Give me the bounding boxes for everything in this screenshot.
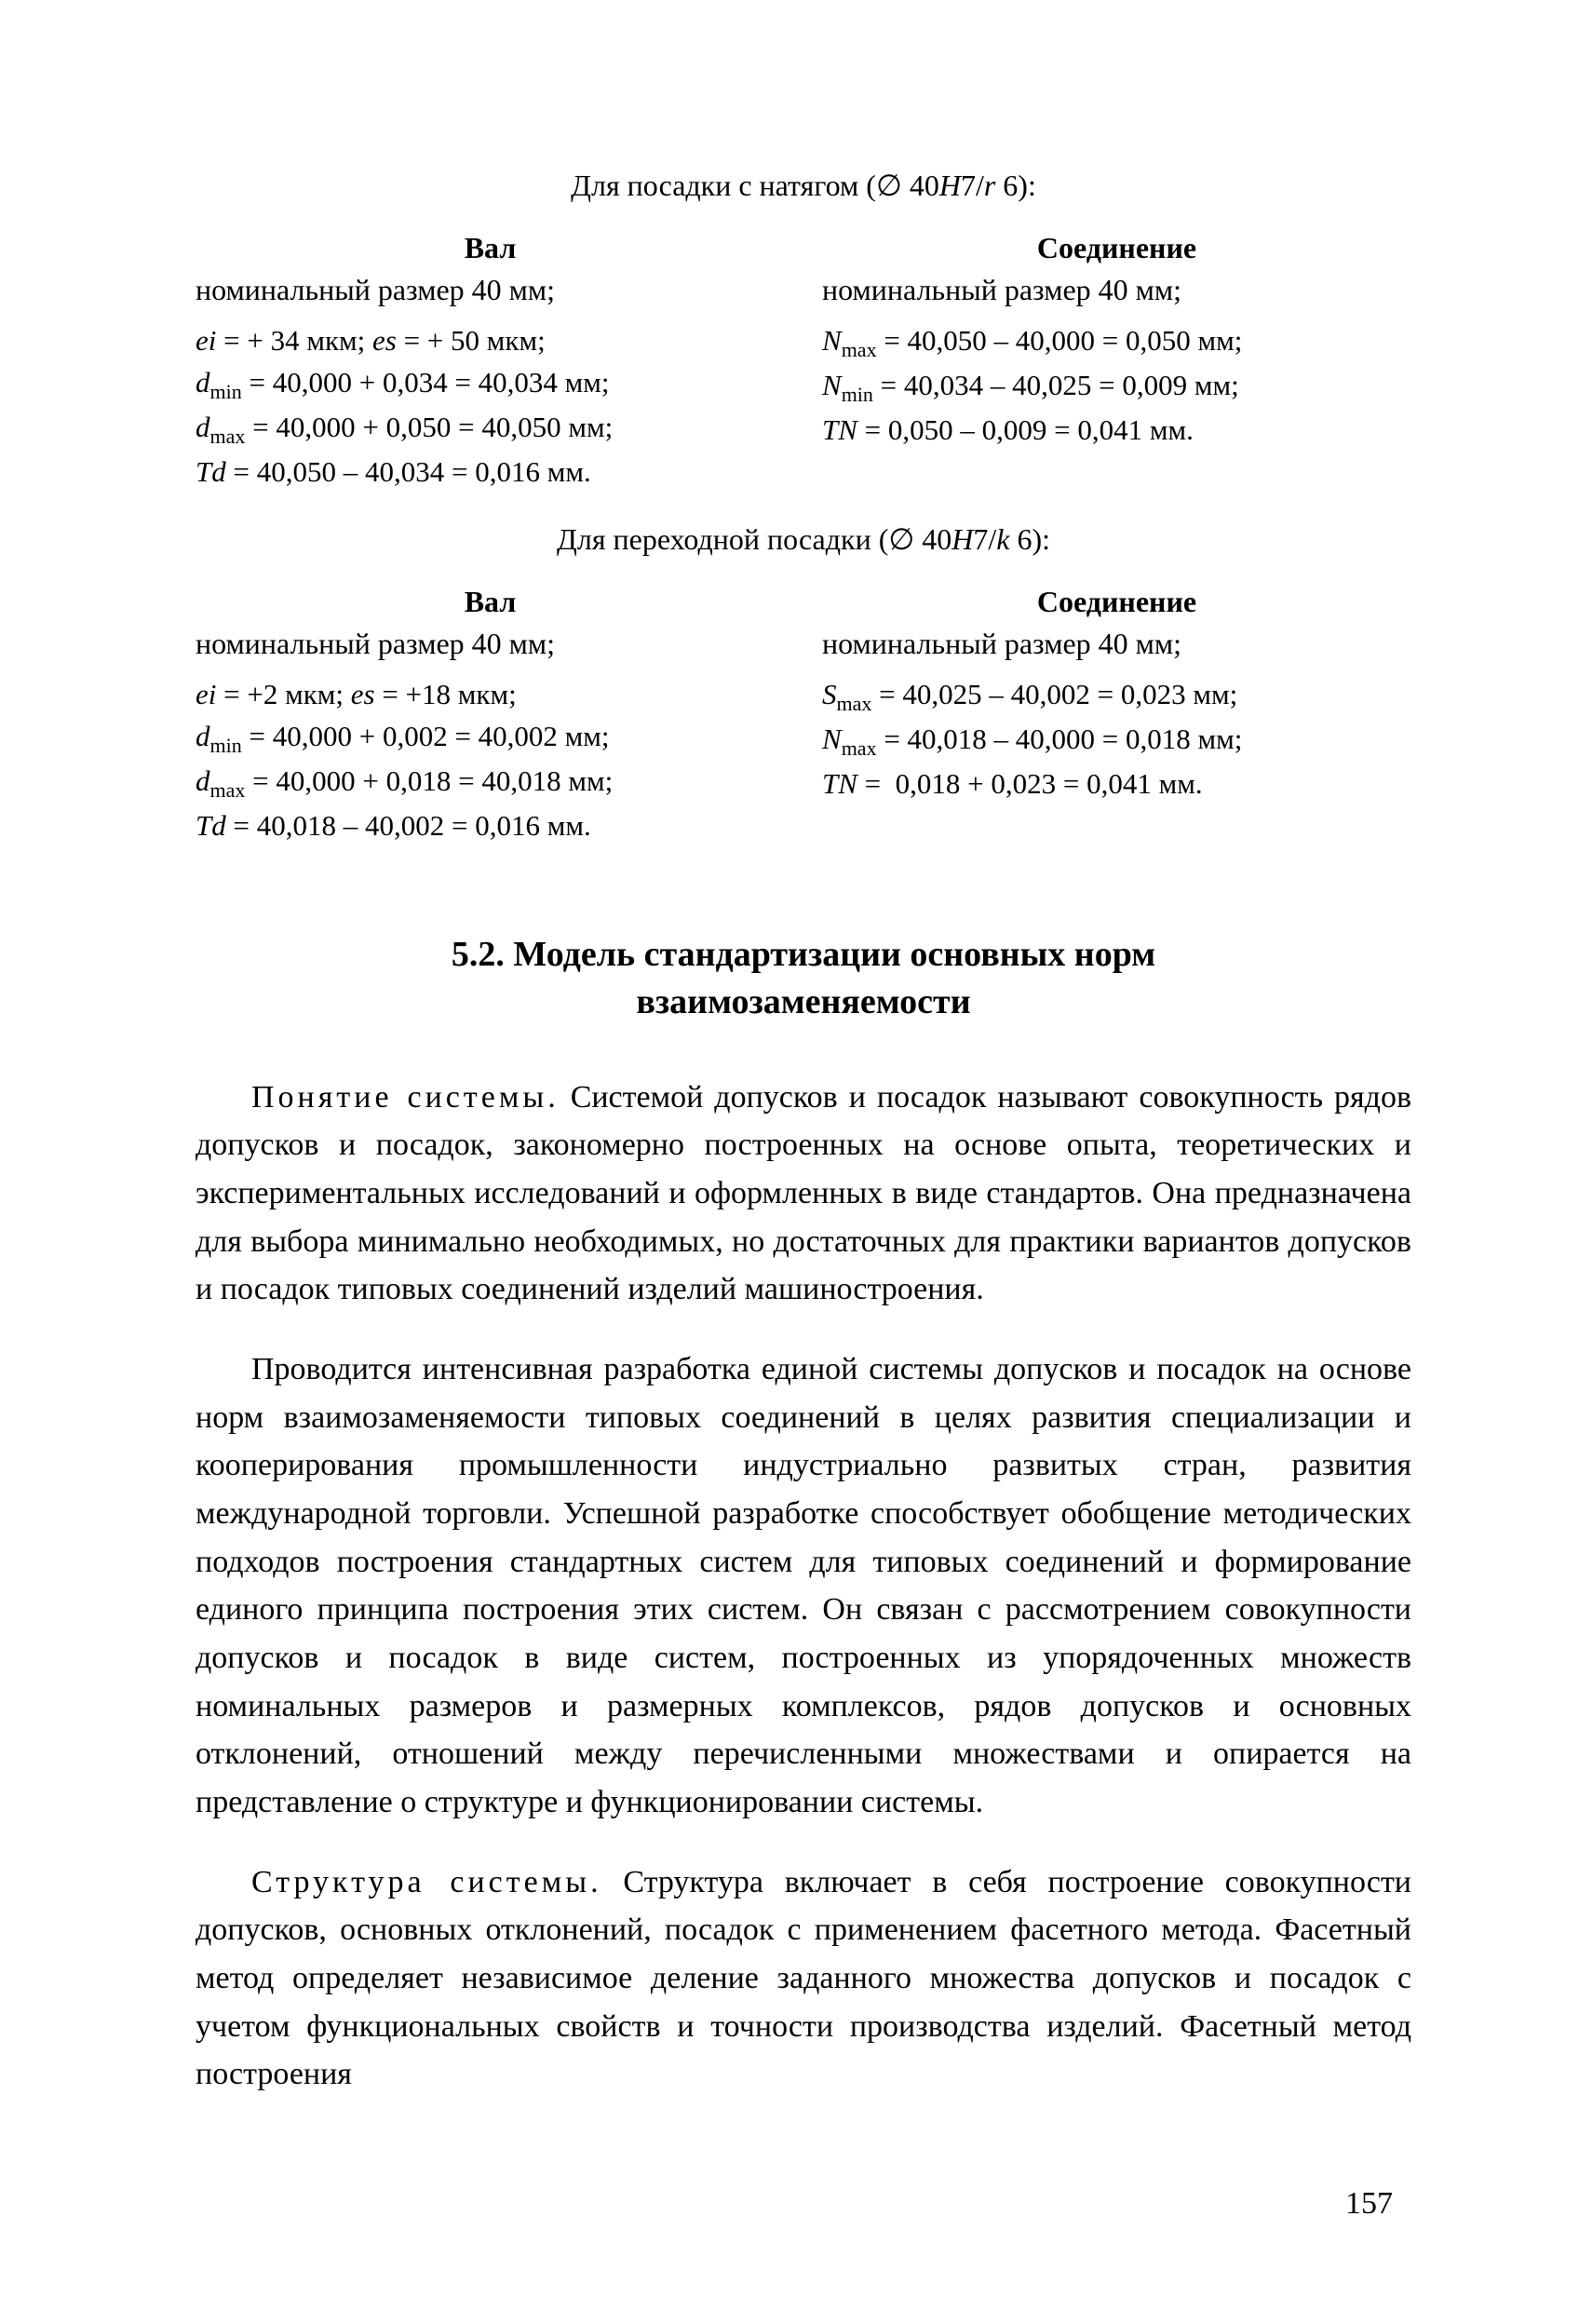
fit1-joint-nmin: Nmin = 40,034 – 40,025 = 0,009 мм; <box>822 365 1411 410</box>
fit1-joint-tn: TN = 0,050 – 0,009 = 0,041 мм. <box>822 410 1411 452</box>
fit1-shaft-dmin: dmin = 40,000 + 0,034 = 40,034 мм; <box>196 362 785 407</box>
fit2-joint-nmax: Nmax = 40,018 – 40,000 = 0,018 мм; <box>822 719 1411 763</box>
fit1-shaft-td: Td = 40,050 – 40,034 = 0,016 мм. <box>196 452 785 493</box>
fit1-shaft-ei-es: ei = + 34 мкм; es = + 50 мкм; <box>196 320 785 362</box>
paragraph-3: Структура системы. Структура включает в … <box>196 1858 1411 2099</box>
fit1-header: Для посадки с натягом (∅ 40H7/r 6): <box>196 168 1411 203</box>
document-page: Для посадки с натягом (∅ 40H7/r 6): Вал … <box>0 0 1579 2324</box>
fit2-columns: Вал номинальный размер 40 мм; ei = +2 мк… <box>196 585 1411 847</box>
para3-lead: Структура системы. <box>251 1865 602 1899</box>
fit2-joint-col: Соединение номинальный размер 40 мм; Sma… <box>822 585 1411 847</box>
fit1-joint-nominal: номинальный размер 40 мм; <box>822 273 1411 307</box>
paragraph-2: Проводится интенсивная разработка единой… <box>196 1345 1411 1827</box>
fit1-shaft-title: Вал <box>196 231 785 265</box>
fit1-joint-title: Соединение <box>822 231 1411 265</box>
fit2-joint-title: Соединение <box>822 585 1411 619</box>
fit1-columns: Вал номинальный размер 40 мм; ei = + 34 … <box>196 231 1411 493</box>
fit1-shaft-nominal: номинальный размер 40 мм; <box>196 273 785 307</box>
fit2-joint-tn: TN = 0,018 + 0,023 = 0,041 мм. <box>822 763 1411 805</box>
page-number: 157 <box>1345 2186 1393 2222</box>
fit2-shaft-dmin: dmin = 40,000 + 0,002 = 40,002 мм; <box>196 716 785 761</box>
fit2-joint-nominal: номинальный размер 40 мм; <box>822 627 1411 661</box>
fit1-shaft-col: Вал номинальный размер 40 мм; ei = + 34 … <box>196 231 785 493</box>
fit2-shaft-td: Td = 40,018 – 40,002 = 0,016 мм. <box>196 805 785 847</box>
fit1-joint-col: Соединение номинальный размер 40 мм; Nma… <box>822 231 1411 493</box>
fit2-shaft-ei-es: ei = +2 мкм; es = +18 мкм; <box>196 674 785 716</box>
fit2-shaft-title: Вал <box>196 585 785 619</box>
fit2-header: Для переходной посадки (∅ 40H7/k 6): <box>196 521 1411 557</box>
fit1-joint-nmax: Nmax = 40,050 – 40,000 = 0,050 мм; <box>822 320 1411 365</box>
fit2-shaft-nominal: номинальный размер 40 мм; <box>196 627 785 661</box>
fit2-shaft-dmax: dmax = 40,000 + 0,018 = 40,018 мм; <box>196 761 785 805</box>
fit1-shaft-dmax: dmax = 40,000 + 0,050 = 40,050 мм; <box>196 407 785 452</box>
fit2-shaft-col: Вал номинальный размер 40 мм; ei = +2 мк… <box>196 585 785 847</box>
para1-lead: Понятие системы. <box>251 1080 560 1115</box>
fit2-joint-smax: Smax = 40,025 – 40,002 = 0,023 мм; <box>822 674 1411 719</box>
paragraph-1: Понятие системы. Системой допусков и пос… <box>196 1074 1411 1314</box>
section-heading: 5.2. Модель стандартизации основных норм… <box>196 931 1411 1027</box>
